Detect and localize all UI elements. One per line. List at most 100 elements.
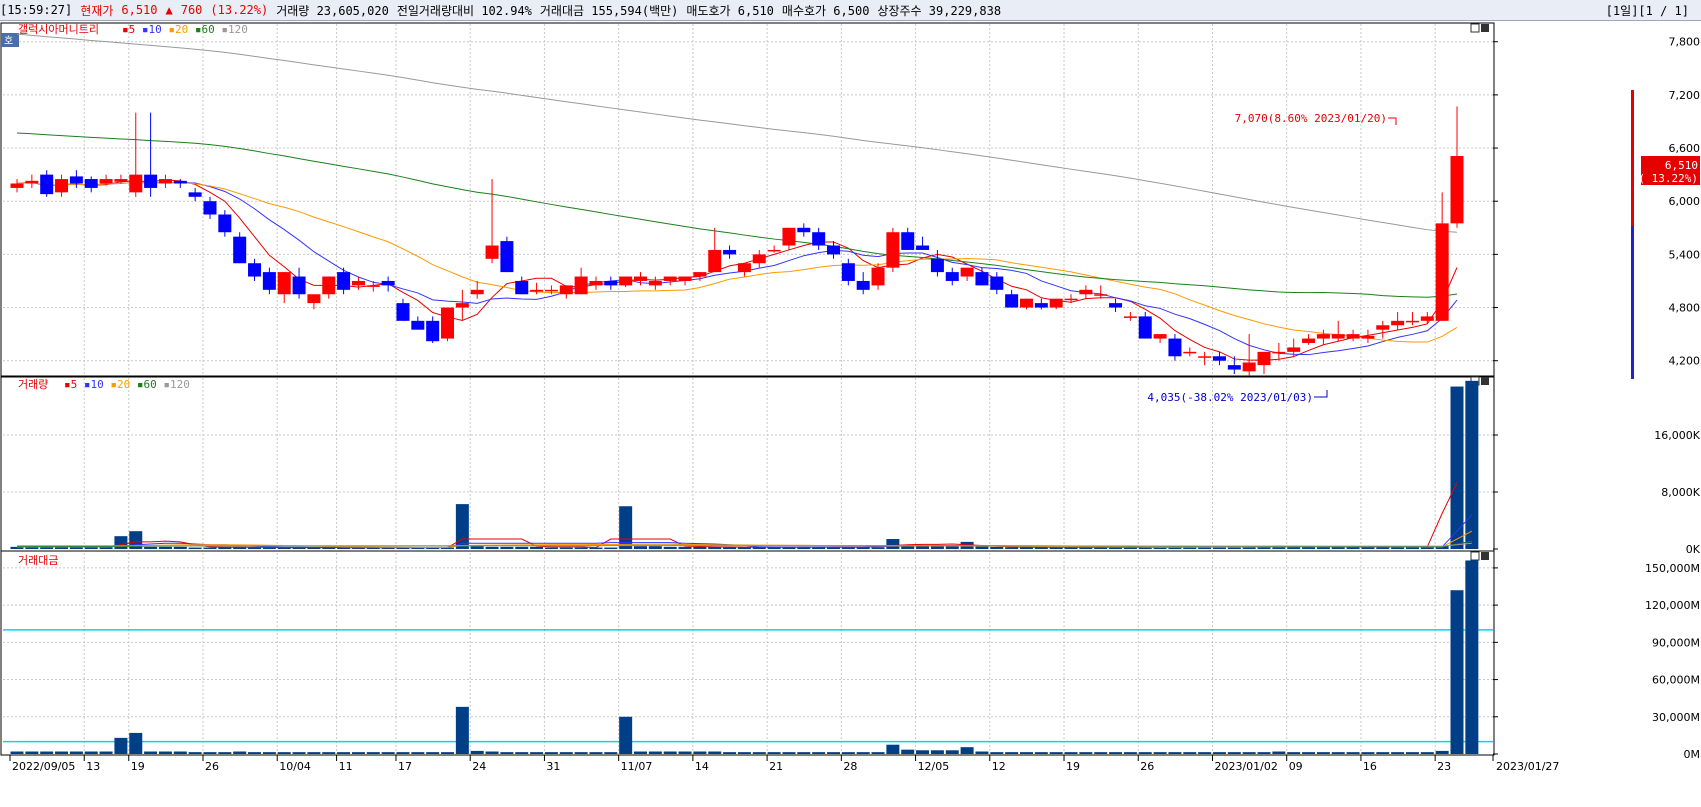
amount-bar xyxy=(351,752,365,754)
amount-bar xyxy=(708,751,722,754)
candle-body xyxy=(10,183,24,188)
panel-frames xyxy=(0,22,1495,756)
volume-bar xyxy=(1227,546,1241,549)
ma-legend-entry: ▪60 xyxy=(137,378,164,391)
volume-bar xyxy=(752,547,766,549)
listed-shares: 상장주수 39,229,838 xyxy=(877,3,1002,18)
amount-bar xyxy=(812,752,826,754)
volume-bar xyxy=(500,546,514,549)
amount-bar xyxy=(1257,752,1271,754)
amount-bar xyxy=(1049,752,1063,754)
candle-body xyxy=(1034,303,1048,308)
amount-bar xyxy=(530,752,544,754)
amount-bar xyxy=(886,744,900,754)
candle-body xyxy=(188,192,202,197)
price-axis: 7,800 7,200 6,600 6,000 5,400 4,800 4,200 xyxy=(1493,36,1700,368)
range-bar-down xyxy=(1631,226,1634,379)
price-tick-label: 7,800 xyxy=(1669,36,1701,49)
period-selector[interactable]: [1일][1 / 1] xyxy=(1605,4,1689,18)
volume-bar xyxy=(841,547,855,549)
candle-body xyxy=(544,289,558,292)
candle-body xyxy=(40,174,54,195)
candle-body xyxy=(841,263,855,281)
current-price-tag-pct: ( 13.22%) xyxy=(1638,172,1698,185)
ask-price: 매도호가 6,510 xyxy=(686,3,774,18)
candle-body xyxy=(1391,320,1405,326)
panel-restore-icon[interactable] xyxy=(1470,551,1480,561)
amount-bar xyxy=(1034,752,1048,754)
amount-bar xyxy=(470,750,484,754)
panel-close-icon[interactable] xyxy=(1481,24,1489,32)
ma-legend-entry: ▪60 xyxy=(195,23,222,36)
date-tick-label: 14 xyxy=(695,760,709,773)
candle-body xyxy=(500,241,514,273)
price-change: 760 xyxy=(180,3,203,17)
date-tick-label: 2022/09/05 xyxy=(12,760,75,773)
amount-bar xyxy=(307,752,321,754)
volume-bar xyxy=(916,545,930,549)
candle-body xyxy=(307,294,321,304)
stock-name-label: 갤럭시아머니트리 xyxy=(18,23,99,36)
panel-close-icon[interactable] xyxy=(1481,552,1489,560)
volume-bar xyxy=(1391,546,1405,549)
candle-body xyxy=(426,320,440,342)
date-tick-label: 2023/01/02 xyxy=(1214,760,1277,773)
candle-body xyxy=(1183,351,1197,354)
price-ma-line-5 xyxy=(16,179,1458,361)
candle-body xyxy=(559,285,573,295)
volume-bar xyxy=(1123,547,1137,549)
volume-bar xyxy=(144,546,158,549)
candle-body xyxy=(737,263,751,273)
candle-body xyxy=(1109,303,1123,308)
volume-title: 거래량 xyxy=(18,378,48,391)
panel-close-icon[interactable] xyxy=(1481,377,1489,385)
candle-body xyxy=(1450,156,1464,224)
amount-bar xyxy=(248,752,262,754)
candle-body xyxy=(158,179,172,184)
candle-body xyxy=(916,245,930,250)
amount-axis: 150,000M 120,000M 90,000M 60,000M 30,000M 0M xyxy=(1493,562,1700,761)
panel-restore-icon[interactable] xyxy=(1470,23,1480,33)
volume-ma10-line xyxy=(17,514,1473,549)
amount-title: 거래대금 xyxy=(18,554,58,567)
amount-bar xyxy=(144,751,158,754)
volume-bar xyxy=(1019,547,1033,549)
candle-body xyxy=(515,280,529,295)
volume-bar xyxy=(797,546,811,549)
candle-body xyxy=(960,267,974,277)
candle-body xyxy=(173,180,187,184)
candle-body xyxy=(678,276,692,281)
volume-tick-label: 0K xyxy=(1686,543,1701,556)
volume-bar xyxy=(396,547,410,549)
date-tick-label: 17 xyxy=(398,760,412,773)
volume-bar xyxy=(648,546,662,549)
candle-body xyxy=(1227,365,1241,370)
volume-bar xyxy=(619,506,633,549)
volume-bar xyxy=(975,546,989,549)
volume-bar xyxy=(99,546,113,549)
volume-bar xyxy=(530,546,544,549)
candle-body xyxy=(812,232,826,246)
volume-bar xyxy=(1302,546,1316,549)
candle-body xyxy=(901,232,915,250)
candle-body xyxy=(723,249,737,255)
candle-body xyxy=(144,174,158,188)
candle-body xyxy=(886,232,900,268)
stock-chart[interactable]: 호 갤럭시아머니트리 ▪5 ▪10 ▪20 ▪60 ▪120 7,800 7,20… xyxy=(0,21,1701,807)
amount-bar xyxy=(1153,752,1167,754)
volume-bar xyxy=(559,547,573,549)
volume-bar xyxy=(248,547,262,549)
candle-body xyxy=(1257,351,1271,366)
volume-bar xyxy=(1109,547,1123,549)
bid-price: 매수호가 6,500 xyxy=(781,3,870,18)
amount-tick-label: 60,000M xyxy=(1652,674,1700,687)
volume-bar xyxy=(1094,547,1108,549)
candle-body xyxy=(856,280,870,290)
volume-bar xyxy=(1257,546,1271,549)
low-annotation-group: 4,035(-38.02% 2023/01/03) xyxy=(1147,390,1328,404)
amount-bar xyxy=(678,751,692,754)
candle-body xyxy=(337,272,351,290)
volume-bar xyxy=(782,547,796,549)
chart-menu-icon[interactable] xyxy=(1,33,19,47)
volume-bar xyxy=(485,546,499,549)
